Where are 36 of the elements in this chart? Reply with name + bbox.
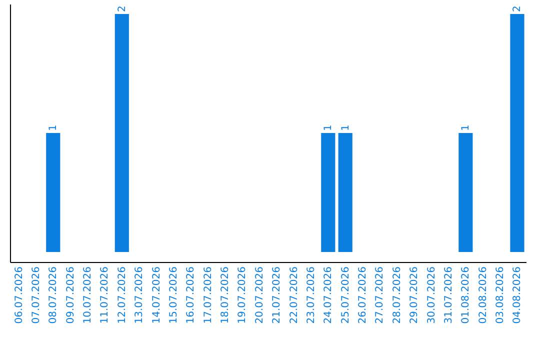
x-tick-label: 26.07.2026 — [358, 266, 369, 324]
x-tick-label: 24.07.2026 — [323, 266, 334, 324]
x-tick-label: 22.07.2026 — [288, 266, 300, 324]
x-tick-label: 20.07.2026 — [254, 266, 266, 324]
x-tick-label: 16.07.2026 — [186, 266, 197, 324]
x-tick-label: 01.08.2026 — [460, 266, 472, 324]
x-tick-label: 17.07.2026 — [202, 266, 214, 324]
x-tick-label: 29.07.2026 — [409, 266, 420, 324]
data-label: 1 — [323, 124, 334, 131]
x-tick-label: 21.07.2026 — [272, 266, 283, 324]
data-label: 1 — [340, 124, 352, 131]
x-tick-label: 06.07.2026 — [14, 266, 25, 324]
x-tick-label: 27.07.2026 — [374, 266, 386, 324]
data-label: 1 — [460, 124, 472, 131]
x-tick-label: 10.07.2026 — [82, 266, 94, 324]
data-label: 2 — [512, 6, 524, 12]
x-tick-label: 11.07.2026 — [100, 266, 111, 324]
x-tick-label: 18.07.2026 — [220, 266, 232, 324]
x-tick-label: 13.07.2026 — [134, 266, 146, 324]
x-tick-label: 09.07.2026 — [65, 266, 76, 324]
x-tick-label: 31.07.2026 — [443, 266, 454, 324]
x-tick-label: 23.07.2026 — [306, 266, 317, 324]
x-tick-label: 04.08.2026 — [512, 266, 524, 324]
x-tick-label: 07.07.2026 — [30, 266, 42, 324]
x-tick-label: 25.07.2026 — [340, 266, 352, 324]
x-tick-label: 08.07.2026 — [48, 266, 60, 324]
data-label: 1 — [48, 124, 60, 131]
x-tick-label: 28.07.2026 — [392, 266, 403, 324]
x-tick-label: 14.07.2026 — [151, 266, 162, 324]
x-tick-label: 30.07.2026 — [426, 266, 438, 324]
x-tick-label: 12.07.2026 — [116, 266, 128, 324]
x-tick-label: 19.07.2026 — [237, 266, 248, 324]
x-tick-label: 02.08.2026 — [478, 266, 489, 324]
x-tick-label: 15.07.2026 — [168, 266, 180, 324]
x-tick-label: 03.08.2026 — [495, 266, 506, 324]
data-label: 2 — [116, 6, 128, 12]
